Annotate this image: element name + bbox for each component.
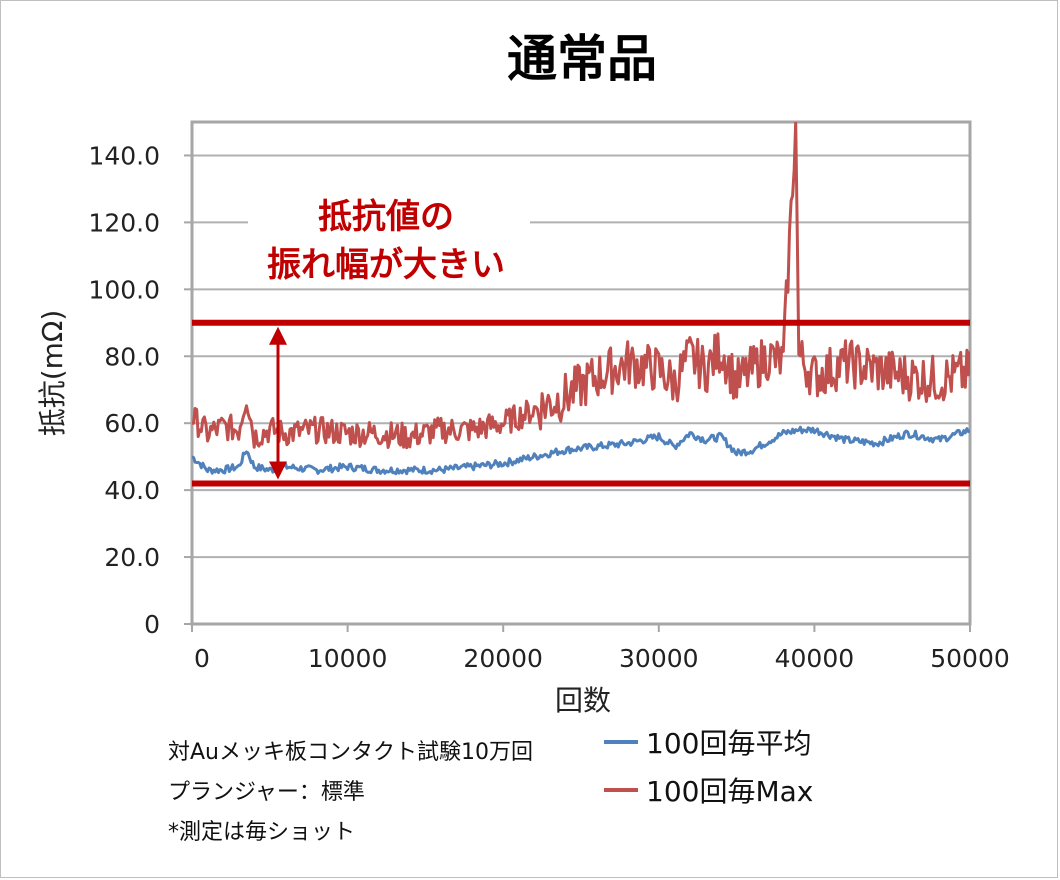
legend-swatch-max	[604, 788, 638, 792]
note-plunger: プランジャー：標準	[168, 780, 365, 805]
x-axis-ticks: 0 10000 20000 30000 40000 50000	[191, 624, 1010, 673]
range-arrow-head-down	[269, 461, 287, 480]
y-axis-ticks: 0 20.0 40.0 60.0 80.0 100.0 120.0 140.0	[88, 141, 192, 639]
x-tick-label: 20000	[463, 644, 543, 673]
x-tick-label: 50000	[930, 644, 1010, 673]
legend-item-max: 100回毎Max	[604, 770, 813, 810]
y-tick-label: 120.0	[88, 208, 160, 237]
annotation-text-background	[248, 196, 530, 288]
legend-swatch-average	[604, 740, 638, 744]
x-axis-label: 回数	[555, 684, 611, 717]
range-arrow-head-up	[269, 326, 287, 345]
x-tick-label: 40000	[775, 644, 855, 673]
y-tick-label: 0	[144, 610, 160, 639]
y-tick-label: 140.0	[88, 141, 160, 170]
y-tick-label: 100.0	[88, 275, 160, 304]
chart-title: 通常品	[507, 30, 657, 88]
legend-label-average: 100回毎平均	[646, 727, 812, 760]
x-tick-label: 0	[194, 644, 210, 673]
annotation-text-line2: 振れ幅が大きい	[267, 245, 505, 285]
y-tick-label: 40.0	[104, 476, 160, 505]
grid-lines	[192, 154, 970, 559]
series-lines	[192, 122, 970, 476]
x-tick-label: 10000	[308, 644, 388, 673]
y-tick-label: 60.0	[104, 409, 160, 438]
note-test-condition: 対Auメッキ板コンタクト試験10万回	[168, 740, 533, 765]
annotation-text-line1: 抵抗値の	[318, 197, 454, 237]
series-line-average	[192, 425, 970, 476]
y-tick-label: 20.0	[104, 543, 160, 572]
x-tick-label: 30000	[619, 644, 699, 673]
note-measurement: *測定は毎ショット	[168, 820, 356, 845]
y-axis-label: 抵抗(mΩ)	[36, 310, 69, 437]
legend-label-max: 100回毎Max	[646, 775, 814, 808]
y-tick-label: 80.0	[104, 342, 160, 371]
legend-item-average: 100回毎平均	[604, 722, 811, 762]
series-line-max	[192, 122, 970, 450]
